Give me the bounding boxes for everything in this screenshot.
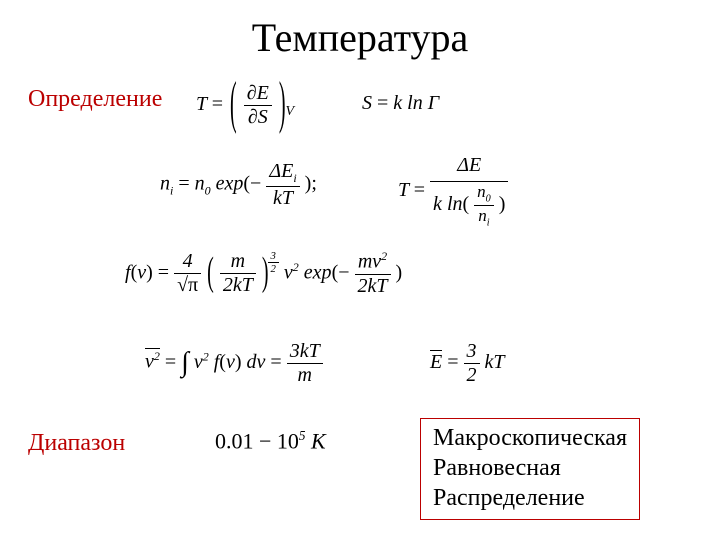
properties-box: Макроскопическая Равновесная Распределен… — [420, 418, 640, 520]
box-line-1: Макроскопическая — [433, 423, 627, 453]
eq-boltzmann: ni = n0 exp(− ΔEi kT ); — [160, 160, 317, 210]
eq-maxwell: f(ν) = 4 √π ( m 2kT )32 ν2 exp(− mν2 2kT… — [125, 250, 402, 298]
eq-range: 0.01 − 105 K — [215, 428, 326, 454]
box-line-3: Распределение — [433, 483, 627, 513]
label-definition: Определение — [28, 86, 162, 113]
eq-s: S = k ln Γ — [362, 92, 439, 115]
label-range: Диапазон — [28, 430, 125, 457]
eq-meanE: E = 3 2 kT — [430, 340, 505, 387]
eq-t-def: T = ( ∂E ∂S )V — [196, 82, 294, 129]
eq-meanv2: ν2 = ∫ ν2 f(ν) dν = 3kT m — [145, 340, 323, 387]
eq-t-from-pop: T = ΔE k ln( n0 ni ) — [398, 154, 508, 229]
sym-T: T — [196, 93, 207, 115]
box-line-2: Равновесная — [433, 453, 627, 483]
slide-title: Температура — [0, 14, 720, 61]
